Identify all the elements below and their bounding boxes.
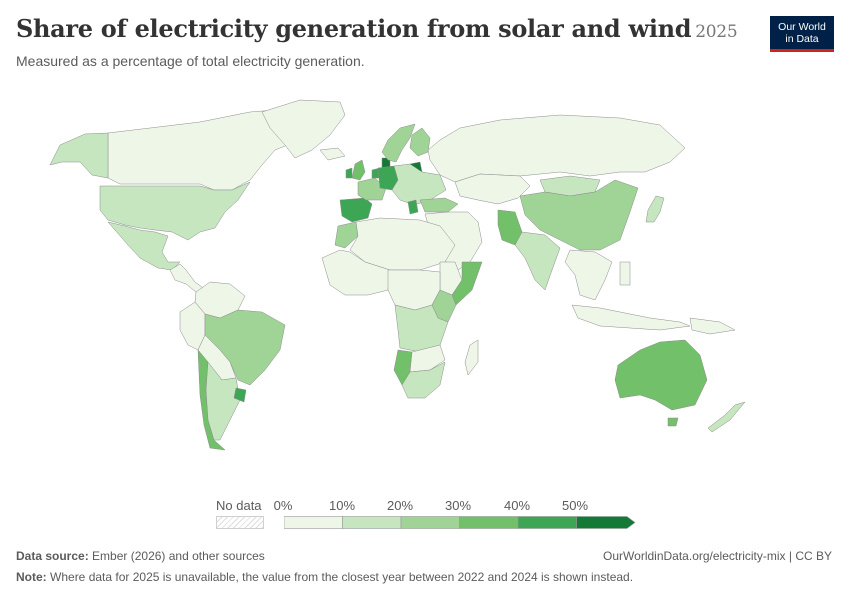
map-region [619, 261, 631, 286]
note-label: Note: [16, 570, 47, 584]
footer-url[interactable]: OurWorldinData.org/electricity-mix | CC … [603, 549, 832, 563]
map-region [571, 304, 691, 331]
legend-tick: 50% [561, 498, 589, 513]
source-label: Data source: [16, 549, 89, 563]
title-text: Share of electricity generation from sol… [16, 14, 692, 43]
map-region [351, 159, 366, 181]
map-region [345, 167, 353, 179]
map-region [319, 147, 346, 161]
legend-bin[interactable] [576, 516, 636, 529]
legend-no-data-label: No data [216, 498, 262, 513]
map-region [409, 344, 446, 373]
legend-bin[interactable] [400, 516, 460, 529]
map-region [99, 181, 251, 241]
chart-subtitle: Measured as a percentage of total electr… [16, 53, 365, 69]
map-region [667, 417, 679, 427]
legend-bin[interactable] [284, 516, 343, 529]
world-map[interactable] [0, 95, 850, 485]
map-region [519, 179, 639, 251]
footer-note: Note: Where data for 2025 is unavailable… [16, 570, 633, 584]
map-region [564, 249, 613, 301]
map-region [334, 221, 359, 249]
legend-color-bar [284, 516, 636, 529]
map-region [409, 127, 431, 157]
map-region [689, 317, 736, 335]
map-region [49, 132, 109, 179]
map-region [645, 195, 665, 223]
map-region [381, 123, 416, 163]
map-region [387, 269, 441, 311]
legend-tick: 10% [328, 498, 356, 513]
source-text[interactable]: Ember (2026) and other sources [92, 549, 265, 563]
map-region [107, 221, 181, 271]
map-region [394, 304, 449, 353]
logo-line-2: in Data [785, 32, 819, 45]
map-region [614, 339, 708, 411]
map-region [169, 263, 207, 293]
map-region [205, 361, 241, 441]
map-region [233, 387, 247, 403]
legend-bin[interactable] [459, 516, 519, 529]
legend-no-data-swatch[interactable] [216, 516, 264, 529]
map-region [454, 173, 531, 205]
map-region [427, 114, 686, 183]
legend-bin[interactable] [517, 516, 577, 529]
map-region [261, 99, 346, 159]
note-text: Where data for 2025 is unavailable, the … [50, 570, 634, 584]
map-region [349, 217, 456, 271]
legend-tick: 20% [386, 498, 414, 513]
legend-tick: 40% [503, 498, 531, 513]
map-region [464, 339, 479, 376]
legend-tick: 0% [273, 498, 293, 513]
chart-title: Share of electricity generation from sol… [16, 14, 738, 43]
map-region [419, 197, 459, 213]
map-region [407, 199, 419, 215]
legend-bin[interactable] [342, 516, 402, 529]
map-region [339, 197, 373, 223]
owid-logo[interactable]: Our World in Data [770, 16, 834, 52]
legend-tick: 30% [444, 498, 472, 513]
map-region [401, 361, 446, 399]
footer-source: Data source: Ember (2026) and other sour… [16, 549, 265, 563]
title-year: 2025 [695, 22, 738, 42]
logo-line-1: Our World [778, 20, 826, 33]
map-region [514, 231, 561, 291]
map-region [707, 401, 746, 433]
